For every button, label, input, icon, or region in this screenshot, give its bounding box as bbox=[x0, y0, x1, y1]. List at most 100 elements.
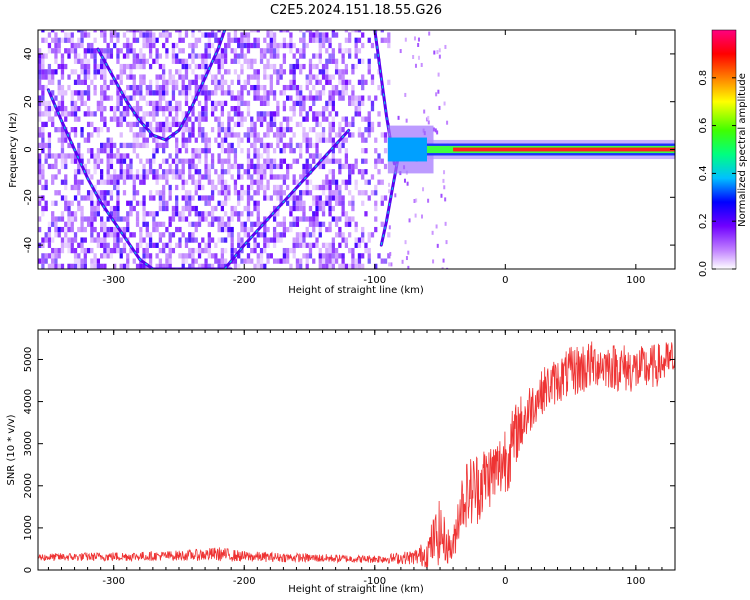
heatmap-cell bbox=[374, 184, 378, 191]
heatmap-cell bbox=[106, 232, 110, 238]
heatmap-cell bbox=[54, 247, 58, 254]
heatmap-cell bbox=[181, 205, 185, 212]
heatmap-cell bbox=[129, 205, 133, 212]
heatmap-cell bbox=[263, 69, 267, 75]
heatmap-cell bbox=[142, 74, 146, 80]
heatmap-cell bbox=[312, 32, 316, 38]
heatmap-cell bbox=[168, 100, 172, 107]
heatmap-cell bbox=[321, 258, 326, 264]
heatmap-cell bbox=[54, 200, 58, 206]
heatmap-cell bbox=[139, 74, 143, 80]
heatmap-cell bbox=[93, 200, 97, 206]
heatmap-cell bbox=[351, 121, 355, 128]
heatmap-cell bbox=[67, 37, 71, 43]
heatmap-cell bbox=[331, 116, 335, 122]
heatmap-cell bbox=[361, 253, 365, 259]
heatmap-cell bbox=[93, 69, 97, 75]
heatmap-x-tick-label: 100 bbox=[626, 275, 645, 286]
heatmap-cell bbox=[106, 53, 110, 59]
heatmap-cell bbox=[90, 205, 94, 212]
heatmap-cell bbox=[188, 263, 192, 269]
heatmap-cell bbox=[116, 242, 120, 248]
heatmap-cell bbox=[256, 163, 260, 170]
heatmap-cell bbox=[197, 100, 202, 107]
heatmap-cell bbox=[44, 184, 48, 191]
heatmap-cell bbox=[338, 48, 342, 54]
heatmap-cell bbox=[233, 158, 238, 164]
heatmap-cell bbox=[289, 148, 293, 154]
heatmap-cell bbox=[162, 242, 166, 248]
heatmap-cell bbox=[155, 74, 159, 80]
heatmap-cell bbox=[197, 158, 202, 164]
heatmap-cell bbox=[217, 226, 221, 233]
heatmap-cell bbox=[171, 169, 176, 175]
heatmap-cell bbox=[191, 69, 195, 75]
heatmap-cell bbox=[38, 69, 42, 75]
heatmap-cell bbox=[253, 221, 257, 227]
heatmap-cell bbox=[90, 247, 94, 254]
heatmap-cell bbox=[158, 63, 163, 70]
heatmap-cell bbox=[83, 258, 87, 264]
heatmap-cell bbox=[181, 63, 185, 70]
heatmap-cell bbox=[116, 95, 120, 101]
heatmap-cell bbox=[129, 127, 133, 133]
snr-frame bbox=[37, 329, 676, 571]
heatmap-cell bbox=[302, 116, 306, 122]
heatmap-cell bbox=[80, 90, 84, 96]
heatmap-cell bbox=[148, 232, 153, 238]
heatmap-cell bbox=[272, 216, 277, 222]
heatmap-cell bbox=[338, 69, 342, 75]
heatmap-cell bbox=[41, 258, 45, 264]
heatmap-cell bbox=[256, 37, 260, 43]
heatmap-cell bbox=[64, 174, 68, 180]
heatmap-cell bbox=[338, 42, 342, 49]
heatmap-cell bbox=[129, 247, 133, 254]
heatmap-cell bbox=[106, 216, 110, 222]
heatmap-cell bbox=[383, 163, 388, 170]
heatmap-cell bbox=[286, 121, 290, 128]
heatmap-cell bbox=[100, 127, 104, 133]
heatmap-cell bbox=[158, 90, 163, 96]
heatmap-cell bbox=[220, 237, 225, 243]
heatmap-cell bbox=[435, 92, 438, 97]
heatmap-cell bbox=[191, 53, 195, 59]
heatmap-cell bbox=[142, 53, 146, 59]
heatmap-cell bbox=[321, 205, 326, 212]
heatmap-cell bbox=[73, 184, 78, 191]
heatmap-cell bbox=[305, 242, 309, 248]
heatmap-cell bbox=[116, 174, 120, 180]
heatmap-cell bbox=[103, 148, 107, 154]
heatmap-cell bbox=[155, 90, 159, 96]
heatmap-cell bbox=[188, 42, 192, 49]
heatmap-cell bbox=[80, 42, 84, 49]
heatmap-cell bbox=[256, 242, 260, 248]
heatmap-cell bbox=[259, 116, 264, 122]
heatmap-cell bbox=[259, 121, 264, 128]
heatmap-cell bbox=[184, 30, 189, 33]
heatmap-y-tick-label: 40 bbox=[23, 48, 34, 61]
heatmap-cell bbox=[266, 195, 270, 201]
heatmap-cell bbox=[367, 253, 371, 259]
heatmap-cell bbox=[51, 263, 55, 269]
heatmap-cell bbox=[282, 127, 287, 133]
heatmap-cell bbox=[276, 48, 280, 54]
heatmap-cell bbox=[145, 42, 149, 49]
heatmap-cell bbox=[152, 58, 156, 64]
heatmap-cell bbox=[188, 174, 192, 180]
heatmap-cell bbox=[191, 30, 195, 33]
heatmap-cell bbox=[80, 242, 84, 248]
heatmap-cell bbox=[207, 211, 211, 217]
heatmap-cell bbox=[145, 174, 149, 180]
heatmap-cell bbox=[194, 74, 198, 80]
heatmap-cell bbox=[64, 48, 68, 54]
heatmap-cell bbox=[328, 184, 332, 191]
heatmap-cell bbox=[420, 62, 423, 67]
heatmap-cell bbox=[292, 221, 296, 227]
heatmap-cell bbox=[109, 106, 114, 112]
snr-plot-area bbox=[38, 330, 675, 570]
heatmap-cell bbox=[142, 142, 146, 149]
heatmap-cell bbox=[220, 179, 225, 185]
heatmap-cell bbox=[253, 137, 257, 143]
heatmap-cell bbox=[191, 127, 195, 133]
heatmap-cell bbox=[250, 63, 254, 70]
